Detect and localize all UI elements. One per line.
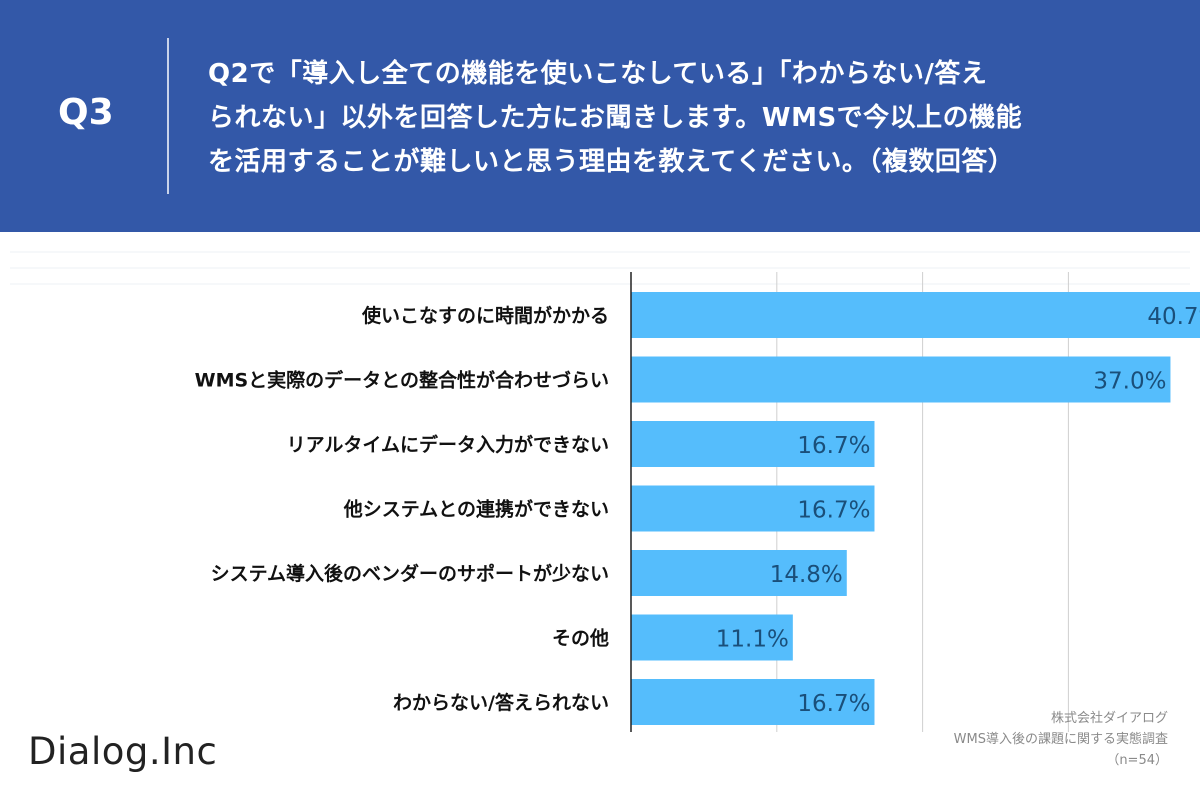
bar-value-label: 16.7%	[797, 433, 870, 459]
source-survey: WMS導入後の課題に関する実態調査	[953, 732, 1168, 747]
category-label: システム導入後のベンダーのサポートが少ない	[211, 562, 609, 585]
bar	[631, 485, 875, 532]
bar	[631, 679, 875, 725]
source-note: 株式会社ダイアログ WMS導入後の課題に関する実態調査 （n=54）	[868, 708, 1168, 771]
source-sample-size: （n=54）	[1106, 753, 1168, 768]
question-line-2: られない」以外を回答した方にお聞きします。WMSで今以上の機能	[208, 103, 1023, 133]
bar-value-label: 16.7%	[797, 498, 870, 524]
source-company: 株式会社ダイアログ	[1050, 711, 1168, 726]
bar	[631, 550, 847, 596]
header-divider	[167, 38, 169, 194]
bar	[631, 421, 875, 467]
question-line-1: Q2で「導入し全ての機能を使いこなしている」「わからない/答え	[208, 59, 988, 89]
bar	[631, 292, 1200, 338]
category-label: WMSと実際のデータとの整合性が合わせづらい	[195, 369, 609, 392]
question-number: Q3	[58, 92, 114, 133]
bar	[631, 356, 1171, 403]
bar-value-label: 11.1%	[716, 627, 789, 653]
bar-value-label: 16.7%	[797, 691, 870, 717]
chart-panel: 40.7% 使いこなすのに時間がかかる 37.0% WMSと実際のデータとの整合性が合…	[0, 232, 1200, 800]
category-label: わからない/答えられない	[393, 691, 609, 714]
bar-chart: 40.7% 使いこなすのに時間がかかる 37.0% WMSと実際のデータとの整合性が合…	[10, 251, 1200, 732]
category-label: その他	[552, 627, 609, 650]
question-text: Q2で「導入し全ての機能を使いこなしている」「わからない/答え られない」以外を…	[208, 52, 1168, 184]
category-label: 他システムとの連携ができない	[343, 498, 609, 521]
bar-value-label: 40.7%	[1147, 304, 1200, 330]
company-logo: Dialog.Inc	[28, 730, 218, 773]
question-line-3: を活用することが難しいと思う理由を教えてください。（複数回答）	[208, 147, 1015, 177]
bar	[631, 614, 793, 661]
bar-value-label: 14.8%	[770, 562, 843, 588]
category-label: 使いこなすのに時間がかかる	[361, 304, 609, 327]
bar-value-label: 37.0%	[1093, 369, 1166, 395]
category-label: リアルタイムにデータ入力ができない	[287, 433, 609, 456]
